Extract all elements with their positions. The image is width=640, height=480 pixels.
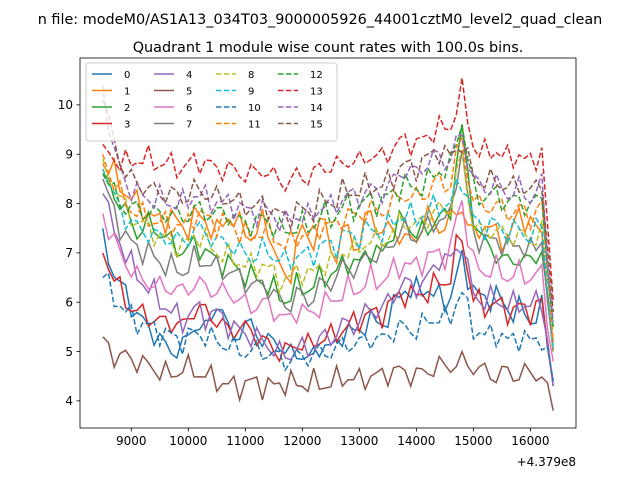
legend-label-7: 7 xyxy=(186,120,192,131)
y-tick-label: 8 xyxy=(65,197,73,211)
plot-area: 9000 10000 11000 12000 13000 14000 15000 16000 … xyxy=(58,57,577,469)
series-line-4 xyxy=(102,193,554,387)
legend-label-8: 8 xyxy=(248,70,254,81)
legend-label-1: 1 xyxy=(124,87,130,98)
x-tick-label: 9000 xyxy=(116,434,147,448)
series-line-12 xyxy=(102,125,554,327)
legend-label-10: 10 xyxy=(248,103,261,114)
figure-suptitle: n file: modeM0/AS1A13_034T03_9000005926_… xyxy=(38,12,603,28)
series-line-15 xyxy=(102,99,554,313)
series-line-3 xyxy=(102,233,554,387)
series-line-9 xyxy=(102,168,554,347)
legend-label-2: 2 xyxy=(124,103,130,114)
series-layer xyxy=(102,77,554,411)
legend-label-3: 3 xyxy=(124,120,130,131)
legend-label-14: 14 xyxy=(310,103,323,114)
legend-label-15: 15 xyxy=(310,120,323,131)
legend-label-13: 13 xyxy=(310,87,323,98)
y-tick-label: 6 xyxy=(65,296,73,310)
x-tick-label: 11000 xyxy=(226,434,264,448)
legend-label-5: 5 xyxy=(186,87,192,98)
legend-label-12: 12 xyxy=(310,70,323,81)
x-offset-label: +4.379e8 xyxy=(517,455,576,469)
series-line-5 xyxy=(102,336,554,411)
chart-title: Quadrant 1 module wise count rates with … xyxy=(133,40,524,56)
y-axis: 4 5 6 7 8 9 10 xyxy=(58,98,80,408)
legend-label-6: 6 xyxy=(186,103,192,114)
x-tick-label: 13000 xyxy=(340,434,378,448)
x-tick-label: 12000 xyxy=(283,434,321,448)
x-tick-label: 15000 xyxy=(454,434,492,448)
x-tick-label: 14000 xyxy=(397,434,435,448)
axes-frame xyxy=(79,57,577,429)
series-line-6 xyxy=(102,200,554,362)
y-tick-label: 7 xyxy=(65,246,73,260)
x-tick-label: 16000 xyxy=(511,434,549,448)
y-tick-label: 4 xyxy=(65,394,73,408)
series-line-14 xyxy=(102,85,554,322)
series-line-10 xyxy=(102,271,554,382)
series-line-1 xyxy=(102,156,554,342)
legend-label-11: 11 xyxy=(248,120,261,131)
x-axis: 9000 10000 11000 12000 13000 14000 15000 16000 xyxy=(116,428,549,448)
series-line-7 xyxy=(102,149,554,352)
x-tick-label: 10000 xyxy=(169,434,207,448)
y-tick-label: 9 xyxy=(65,148,73,162)
legend-label-0: 0 xyxy=(124,70,130,81)
y-tick-label: 5 xyxy=(65,345,73,359)
legend-label-4: 4 xyxy=(186,70,192,81)
legend-label-9: 9 xyxy=(248,87,254,98)
series-line-8 xyxy=(102,149,554,352)
legend-box xyxy=(85,62,338,142)
series-line-11 xyxy=(102,135,554,342)
y-tick-label: 10 xyxy=(58,98,73,112)
